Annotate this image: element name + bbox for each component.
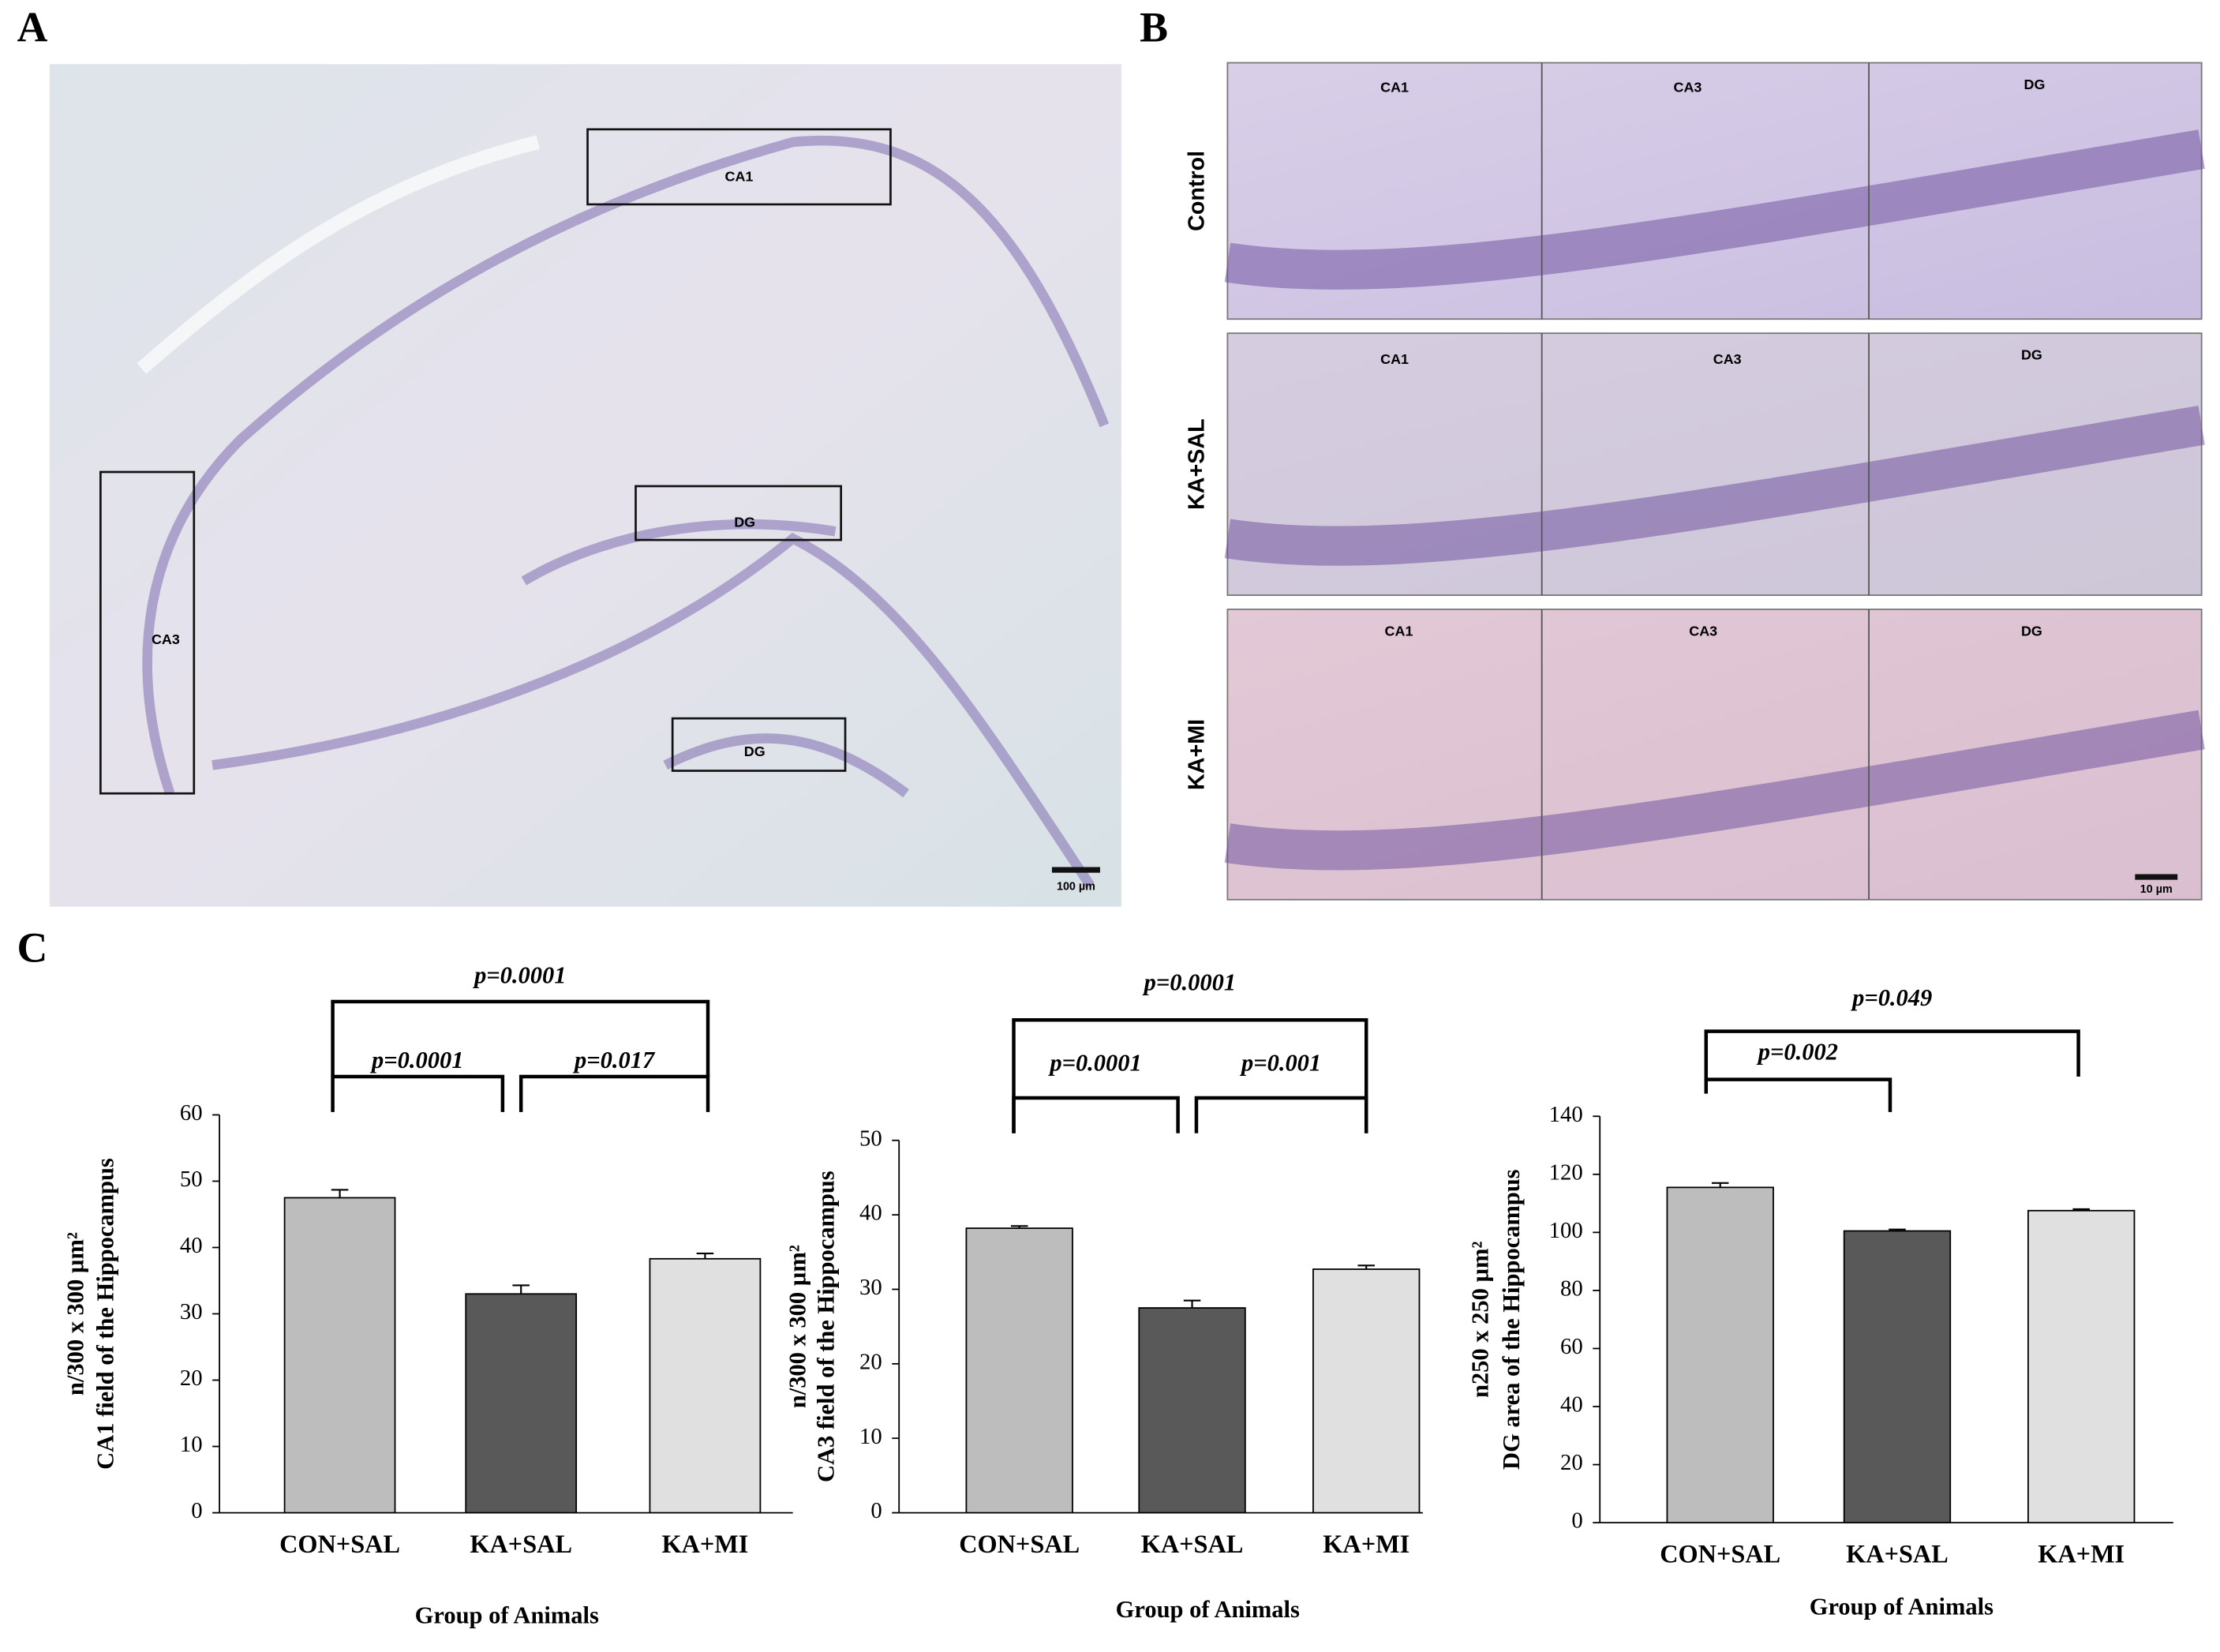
y-tick-label: 0 — [1571, 1508, 1582, 1534]
y-tick-label: 20 — [859, 1349, 882, 1374]
panel-label: C — [17, 924, 48, 972]
y-tick-label: 80 — [1560, 1276, 1583, 1302]
x-tick-label: KA+SAL — [470, 1530, 572, 1558]
x-tick-label: CON+SAL — [959, 1530, 1080, 1558]
y-tick-label: 20 — [1560, 1450, 1583, 1475]
region-label: DG — [2021, 347, 2042, 363]
x-tick-label: CON+SAL — [1660, 1540, 1780, 1568]
y-axis-label: DG area of the Hippocampus — [1498, 1169, 1525, 1470]
row-label: Control — [1184, 151, 1209, 231]
region-label: CA1 — [1385, 623, 1413, 639]
x-tick-label: KA+MI — [1323, 1530, 1409, 1558]
y-axis-label: CA1 field of the Hippocampus — [92, 1158, 118, 1470]
p-value: p=0.0001 — [472, 961, 566, 988]
region-label: DG — [2021, 623, 2042, 639]
y-tick-label: 60 — [1560, 1334, 1583, 1359]
y-tick-label: 140 — [1549, 1102, 1583, 1127]
region-label: CA1 — [1380, 80, 1409, 96]
panel-label: A — [17, 3, 48, 51]
p-value: p=0.0001 — [1142, 968, 1236, 995]
y-tick-label: 30 — [859, 1275, 882, 1300]
y-tick-label: 40 — [859, 1201, 882, 1226]
cell-layer — [1224, 129, 2205, 290]
x-tick-label: KA+SAL — [1846, 1540, 1949, 1568]
y-tick-label: 60 — [180, 1100, 203, 1126]
y-tick-label: 30 — [180, 1299, 203, 1324]
p-value: p=0.002 — [1756, 1038, 1838, 1065]
x-tick-label: CON+SAL — [279, 1530, 400, 1558]
significance-bracket — [1704, 1077, 1892, 1112]
p-value: p=0.0001 — [1047, 1050, 1141, 1077]
region-label: CA3 — [1674, 80, 1702, 96]
bar — [283, 1197, 396, 1514]
x-axis-label: Group of Animals — [415, 1601, 599, 1628]
p-value: p=0.001 — [1239, 1050, 1321, 1077]
y-tick-label: 120 — [1549, 1159, 1583, 1185]
bar — [965, 1227, 1073, 1514]
significance-bracket — [1012, 1018, 1368, 1133]
x-tick-label: KA+MI — [2038, 1540, 2125, 1568]
scale-bar-label: 10 µm — [2140, 883, 2173, 896]
bar — [2027, 1209, 2136, 1524]
significance-bracket — [1012, 1096, 1180, 1133]
y-tick-label: 40 — [1560, 1392, 1583, 1418]
y-axis-label: n/300 x 300 µm² — [62, 1232, 89, 1395]
bar — [465, 1293, 578, 1514]
bar — [1666, 1186, 1774, 1524]
significance-bracket — [1194, 1096, 1368, 1133]
region-label: CA3 — [1689, 623, 1717, 639]
y-tick-label: 40 — [180, 1233, 203, 1258]
y-tick-label: 50 — [180, 1167, 203, 1192]
bar — [1843, 1230, 1952, 1524]
y-axis-label: CA3 field of the Hippocampus — [812, 1171, 839, 1482]
bar — [1138, 1307, 1246, 1514]
x-tick-label: KA+SAL — [1141, 1530, 1244, 1558]
x-axis-label: Group of Animals — [1116, 1596, 1300, 1623]
y-tick-label: 0 — [870, 1498, 882, 1523]
micrograph-a: CA1 DG CA3 DG 100 µm — [49, 64, 1121, 907]
y-tick-label: 20 — [180, 1365, 203, 1391]
y-tick-label: 10 — [180, 1432, 203, 1457]
y-tick-label: 0 — [191, 1498, 202, 1523]
y-tick-label: 50 — [859, 1126, 882, 1151]
p-value: p=0.017 — [572, 1047, 656, 1073]
y-tick-label: 10 — [859, 1424, 882, 1449]
bar — [649, 1257, 762, 1514]
x-axis-label: Group of Animals — [1810, 1594, 1994, 1620]
micrograph-b: Control CA1 CA3 DG KA+SAL CA1 CA3 DG KA+MI CA1 CA3… — [1184, 62, 2205, 901]
region-label: DG — [744, 744, 766, 759]
p-value: p=0.049 — [1850, 984, 1932, 1011]
cell-layer — [1224, 406, 2205, 566]
cell-layer — [1224, 710, 2205, 871]
region-label: DG — [734, 514, 755, 530]
bar — [1312, 1268, 1421, 1514]
y-tick-label: 100 — [1549, 1218, 1583, 1243]
region-label: CA3 — [152, 631, 180, 647]
panel-label: B — [1140, 3, 1168, 51]
region-label: CA1 — [725, 169, 754, 185]
y-axis-label: n250 x 250 µm² — [1466, 1241, 1493, 1398]
significance-bracket — [331, 999, 710, 1077]
row-label: KA+MI — [1184, 719, 1209, 790]
x-tick-label: KA+MI — [661, 1530, 748, 1558]
significance-bracket — [1704, 1029, 2080, 1080]
p-value: p=0.0001 — [369, 1047, 463, 1073]
scale-bar-label: 100 µm — [1057, 880, 1095, 893]
scale-bar — [2135, 874, 2178, 880]
region-label: DG — [2024, 77, 2046, 92]
region-label: CA1 — [1380, 351, 1409, 367]
region-label: CA3 — [1713, 351, 1742, 367]
row-label: KA+SAL — [1184, 418, 1209, 510]
significance-bracket — [518, 1074, 710, 1112]
y-axis-label: n/300 x 300 µm² — [784, 1245, 811, 1408]
significance-bracket — [331, 1074, 505, 1112]
